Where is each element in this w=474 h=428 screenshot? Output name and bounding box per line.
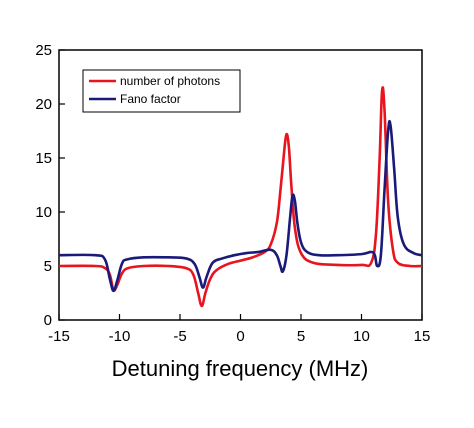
x-tick-label: -5 xyxy=(173,328,186,345)
x-tick-label: -15 xyxy=(48,328,70,345)
y-tick-label: 0 xyxy=(44,312,52,329)
x-axis-title: Detuning frequency (MHz) xyxy=(112,356,369,381)
x-tick-label: -10 xyxy=(109,328,131,345)
x-tick-label: 5 xyxy=(297,328,305,345)
y-tick-label: 25 xyxy=(35,42,52,59)
y-ticks: 0 5 10 15 20 25 xyxy=(35,42,65,329)
legend-label-number-of-photons: number of photons xyxy=(120,74,220,88)
series-layer xyxy=(58,86,423,308)
series-line-number-of-photons xyxy=(58,86,423,308)
x-tick-label: 0 xyxy=(236,328,244,345)
legend-box xyxy=(82,69,241,113)
series-line-fano-factor xyxy=(58,119,423,293)
x-ticks: -15 -10 -5 0 5 10 15 xyxy=(48,314,430,345)
y-tick-label: 10 xyxy=(35,204,52,221)
y-tick-label: 5 xyxy=(44,258,52,275)
y-tick-label: 15 xyxy=(35,150,52,167)
x-tick-label: 15 xyxy=(414,328,431,345)
x-tick-label: 10 xyxy=(353,328,370,345)
y-tick-label: 20 xyxy=(35,96,52,113)
legend-label-fano-factor: Fano factor xyxy=(120,92,181,106)
legend: number of photons Fano factor xyxy=(82,69,241,113)
